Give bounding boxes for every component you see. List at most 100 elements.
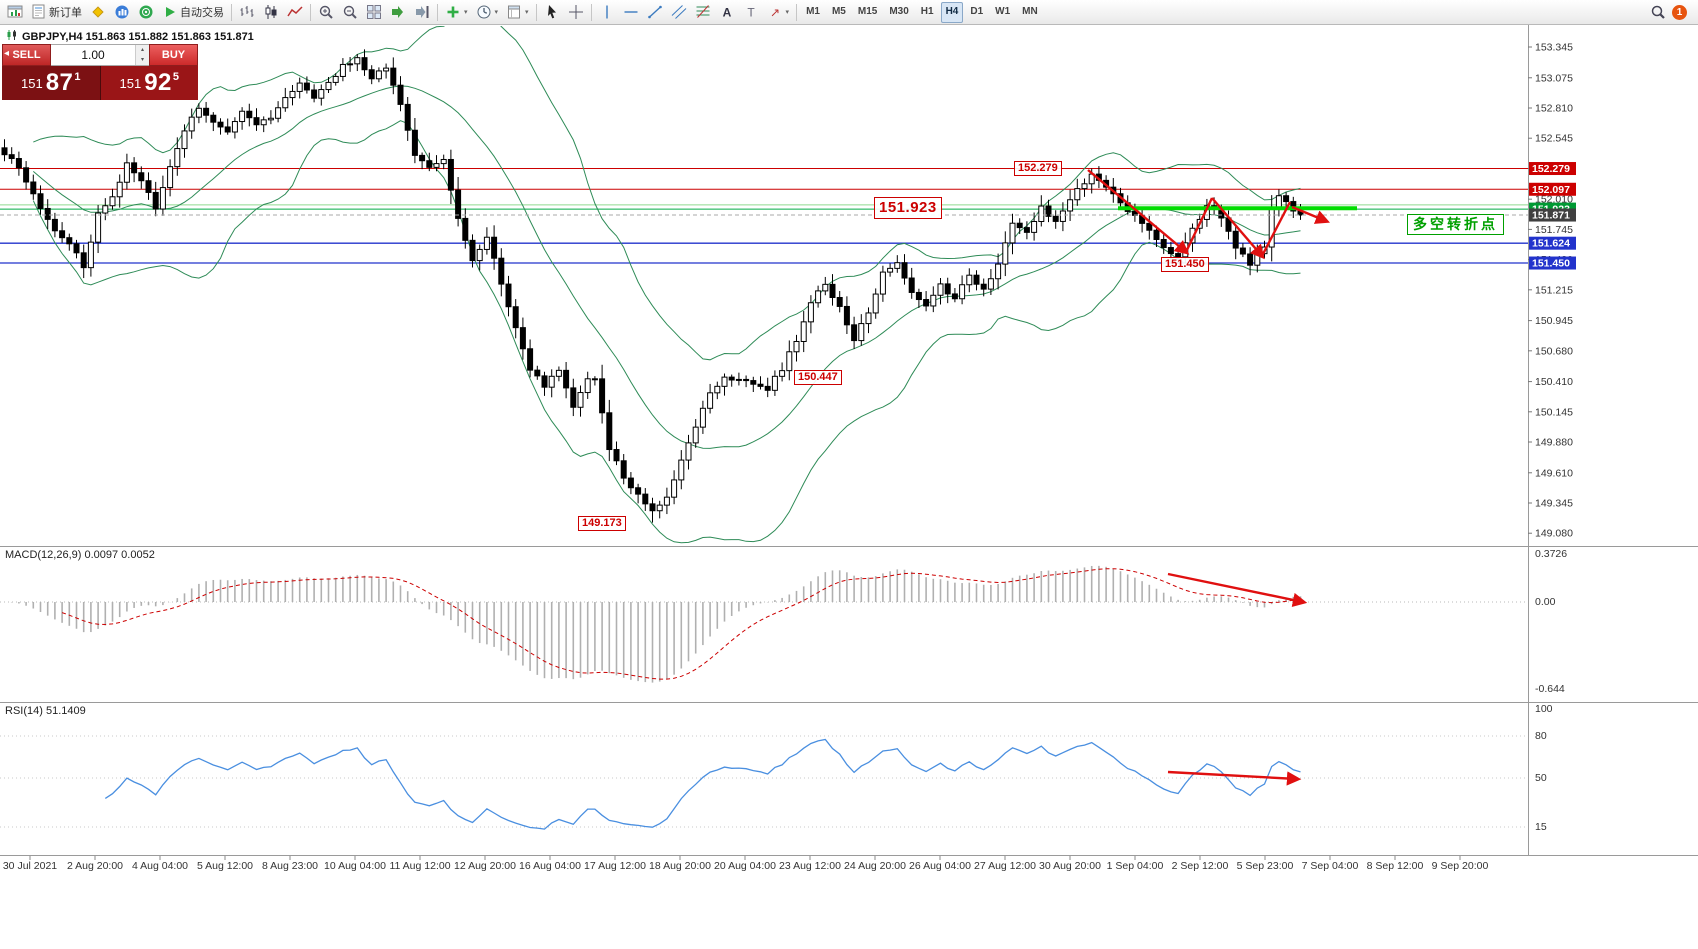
- timeframe-mn-button[interactable]: MN: [1022, 5, 1038, 17]
- svg-text:26 Aug 04:00: 26 Aug 04:00: [909, 860, 971, 872]
- fibonacci-retracement-button[interactable]: [691, 1, 715, 24]
- vertical-line-button[interactable]: [595, 1, 619, 24]
- periods-button[interactable]: ▾: [472, 1, 503, 24]
- chart-shift-button[interactable]: [410, 1, 434, 24]
- svg-text:50: 50: [1535, 772, 1547, 784]
- periods-icon: [476, 4, 492, 20]
- text-label-button[interactable]: T: [739, 1, 763, 24]
- svg-text:150.945: 150.945: [1535, 315, 1573, 327]
- timeframe-h1-button[interactable]: H1: [920, 5, 934, 17]
- svg-text:151.624: 151.624: [1532, 238, 1570, 250]
- timeframe-m30-button[interactable]: M30: [889, 5, 909, 17]
- time-axis[interactable]: 30 Jul 2021 2 Aug 20:00 4 Aug 04:00 5 Aug 1…: [3, 856, 1489, 872]
- new-chart-button[interactable]: [3, 1, 27, 24]
- svg-text:80: 80: [1535, 730, 1547, 742]
- tile-windows-button[interactable]: [362, 1, 386, 24]
- notifications-badge[interactable]: 1: [1672, 4, 1687, 20]
- svg-text:152.097: 152.097: [1532, 184, 1570, 196]
- chevron-down-icon: ▾: [785, 9, 790, 16]
- buy-price-sup: 5: [172, 71, 180, 83]
- trendline-icon: [647, 4, 663, 20]
- cursor-button[interactable]: [540, 1, 564, 24]
- svg-text:151.215: 151.215: [1535, 284, 1573, 296]
- svg-text:23 Aug 12:00: 23 Aug 12:00: [779, 860, 841, 872]
- buy-button[interactable]: BUY: [149, 44, 198, 66]
- svg-text:27 Aug 12:00: 27 Aug 12:00: [974, 860, 1036, 872]
- bar-chart-icon: [239, 4, 255, 20]
- horizontal-lines: [0, 168, 1528, 264]
- indicators-button[interactable]: ▾: [441, 1, 472, 24]
- fibonacci-retracement-icon: [695, 4, 711, 20]
- volume-decrease-button[interactable]: ▾: [136, 55, 149, 65]
- volume-increase-button[interactable]: ▴: [136, 45, 149, 55]
- buy-price-display[interactable]: 151 92 5: [99, 66, 198, 100]
- svg-text:149.610: 149.610: [1535, 467, 1573, 479]
- auto-scroll-button[interactable]: [386, 1, 410, 24]
- arrows-button[interactable]: ↗ ▾: [763, 1, 794, 24]
- timeframe-w1-button[interactable]: W1: [995, 5, 1011, 17]
- volume-field: ▴ ▾: [51, 44, 149, 66]
- auto-scroll-icon: [390, 4, 406, 20]
- toolbar-separator: [437, 3, 438, 21]
- svg-text:18 Aug 20:00: 18 Aug 20:00: [649, 860, 711, 872]
- new-order-label: 新订单: [49, 7, 82, 19]
- zoom-out-icon: [342, 4, 358, 20]
- line-chart-button[interactable]: [283, 1, 307, 24]
- svg-text:1 Sep 04:00: 1 Sep 04:00: [1107, 860, 1164, 872]
- svg-text:5 Aug 12:00: 5 Aug 12:00: [197, 860, 253, 872]
- svg-text:152.545: 152.545: [1535, 133, 1573, 145]
- price-scale[interactable]: 153.345 153.075 152.810 152.545 152.279 152.0…: [1528, 42, 1576, 834]
- macd-indicator-label: MACD(12,26,9) 0.0097 0.0052: [5, 549, 155, 561]
- templates-icon: [506, 4, 522, 20]
- indicators-icon: [445, 4, 461, 20]
- chevron-down-icon: ▾: [464, 9, 468, 16]
- svg-text:151.450: 151.450: [1532, 258, 1570, 270]
- horizontal-line-button[interactable]: [619, 1, 643, 24]
- svg-text:-0.644: -0.644: [1535, 683, 1565, 695]
- equidistant-channel-button[interactable]: [667, 1, 691, 24]
- collapse-panel-arrow-icon[interactable]: ◂: [4, 48, 10, 59]
- bar-chart-button[interactable]: [235, 1, 259, 24]
- text-button[interactable]: A: [715, 1, 739, 24]
- svg-text:↗: ↗: [770, 6, 780, 20]
- zoom-in-button[interactable]: [314, 1, 338, 24]
- line-chart-icon: [287, 4, 303, 20]
- templates-button[interactable]: ▾: [502, 1, 533, 24]
- svg-text:152.279: 152.279: [1532, 163, 1570, 175]
- autotrading-button[interactable]: 自动交易: [158, 1, 228, 24]
- sell-price-prefix: 151: [20, 75, 43, 91]
- timeframe-m15-button[interactable]: M15: [857, 5, 878, 17]
- new-order-button[interactable]: 新订单: [27, 1, 86, 24]
- svg-text:150.145: 150.145: [1535, 406, 1573, 418]
- search-button[interactable]: [1646, 1, 1670, 24]
- sell-button[interactable]: SELL: [2, 44, 51, 66]
- svg-text:150.680: 150.680: [1535, 345, 1573, 357]
- timeframe-m1-button[interactable]: M1: [806, 5, 820, 17]
- sell-price-big: 87: [45, 69, 74, 96]
- macd-histogram: [0, 565, 1528, 683]
- candlestick-series: [1, 49, 1304, 523]
- candlestick-chart-button[interactable]: [259, 1, 283, 24]
- autotrading-icon: [162, 4, 178, 20]
- trend-arrows: [1087, 169, 1330, 786]
- text-icon: A: [719, 4, 735, 20]
- macd-signal-line: [61, 568, 1301, 680]
- one-click-trading-panel: ◂ SELL ▴ ▾ BUY 151 87 1 151 92 5: [2, 44, 198, 100]
- signals-button[interactable]: [134, 1, 158, 24]
- vertical-line-icon: [599, 4, 615, 20]
- volume-input[interactable]: [51, 45, 135, 65]
- trendline-button[interactable]: [643, 1, 667, 24]
- svg-text:151.871: 151.871: [1532, 210, 1570, 222]
- crosshair-button[interactable]: [564, 1, 588, 24]
- toolbar-separator: [535, 3, 537, 21]
- metaeditor-button[interactable]: [86, 1, 110, 24]
- timeframe-d1-button[interactable]: D1: [970, 5, 984, 17]
- panel-separators[interactable]: [0, 25, 1698, 856]
- zoom-out-button[interactable]: [338, 1, 362, 24]
- market-button[interactable]: [110, 1, 134, 24]
- sell-price-display[interactable]: 151 87 1: [2, 66, 100, 100]
- timeframe-h4-button[interactable]: H4: [940, 1, 964, 23]
- svg-text:152.810: 152.810: [1535, 102, 1573, 114]
- timeframe-m5-button[interactable]: M5: [831, 5, 846, 17]
